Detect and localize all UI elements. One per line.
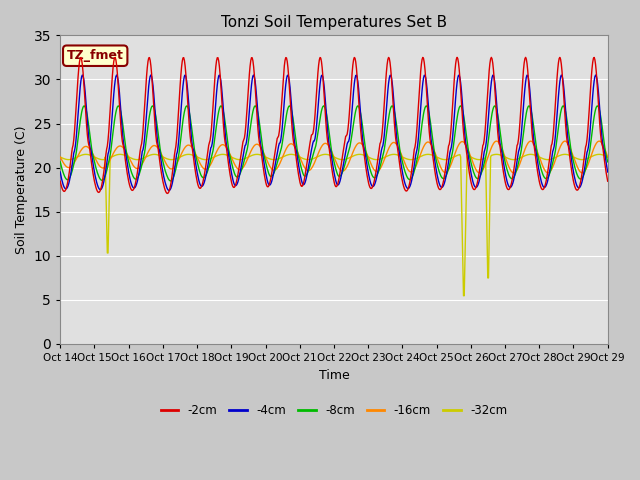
Text: TZ_fmet: TZ_fmet: [67, 49, 124, 62]
Y-axis label: Soil Temperature (C): Soil Temperature (C): [15, 125, 28, 254]
X-axis label: Time: Time: [319, 369, 349, 382]
Title: Tonzi Soil Temperatures Set B: Tonzi Soil Temperatures Set B: [221, 15, 447, 30]
Legend: -2cm, -4cm, -8cm, -16cm, -32cm: -2cm, -4cm, -8cm, -16cm, -32cm: [156, 399, 512, 421]
